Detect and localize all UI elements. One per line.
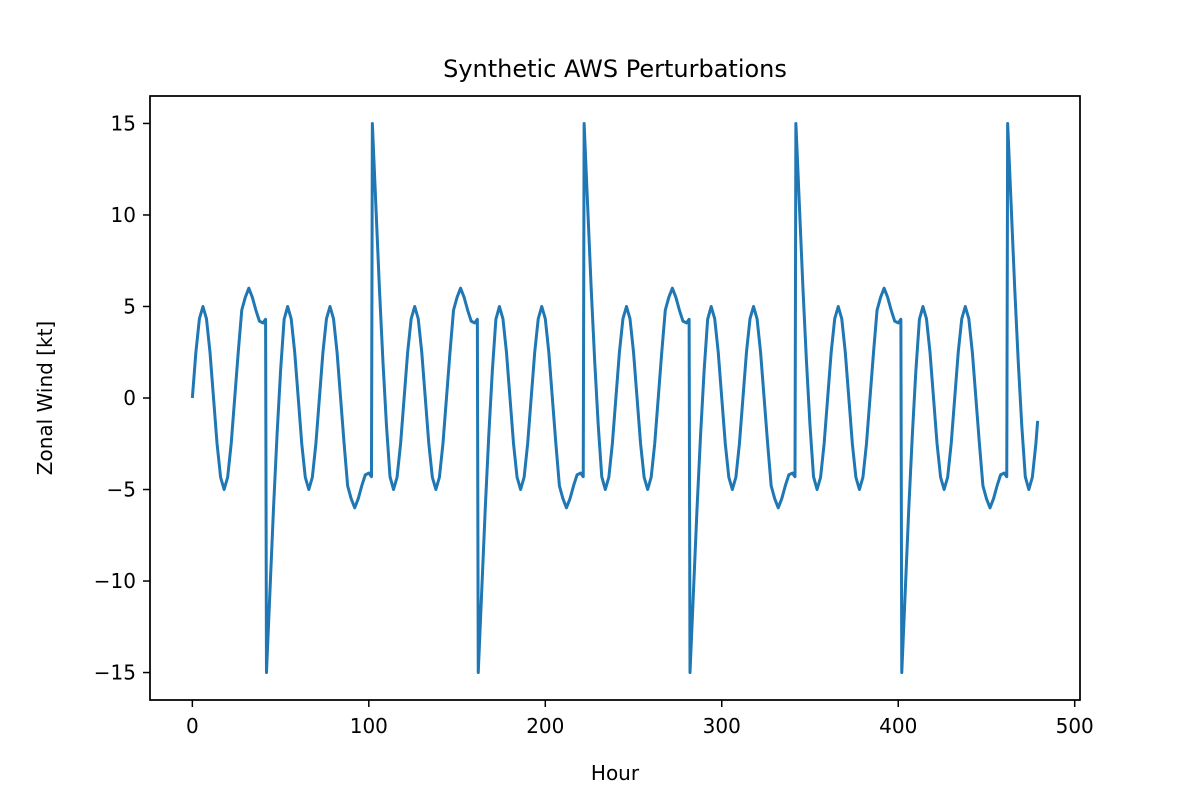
series-line <box>190 121 1040 675</box>
y-tick-label: 15 <box>111 111 136 135</box>
x-tick-label: 100 <box>350 714 388 738</box>
x-tick-label: 400 <box>879 714 917 738</box>
x-tick-label: 200 <box>526 714 564 738</box>
y-tick-label: 0 <box>123 386 136 410</box>
x-axis-title: Hour <box>591 761 640 785</box>
y-tick-label: −5 <box>107 478 136 502</box>
x-tick-label: 0 <box>186 714 199 738</box>
x-axis: 0 100 200 300 400 500 <box>186 700 1094 738</box>
y-axis: −15 −10 −5 0 5 10 15 <box>94 111 150 685</box>
plot-area <box>149 95 1081 701</box>
x-tick-label: 300 <box>703 714 741 738</box>
y-tick-label: −10 <box>94 569 136 593</box>
x-tick-label: 500 <box>1056 714 1094 738</box>
y-tick-label: 10 <box>111 203 136 227</box>
chart-title: Synthetic AWS Perturbations <box>443 55 787 83</box>
y-axis-title: Zonal Wind [kt] <box>33 321 57 475</box>
y-tick-label: −15 <box>94 661 136 685</box>
y-tick-label: 5 <box>123 294 136 318</box>
